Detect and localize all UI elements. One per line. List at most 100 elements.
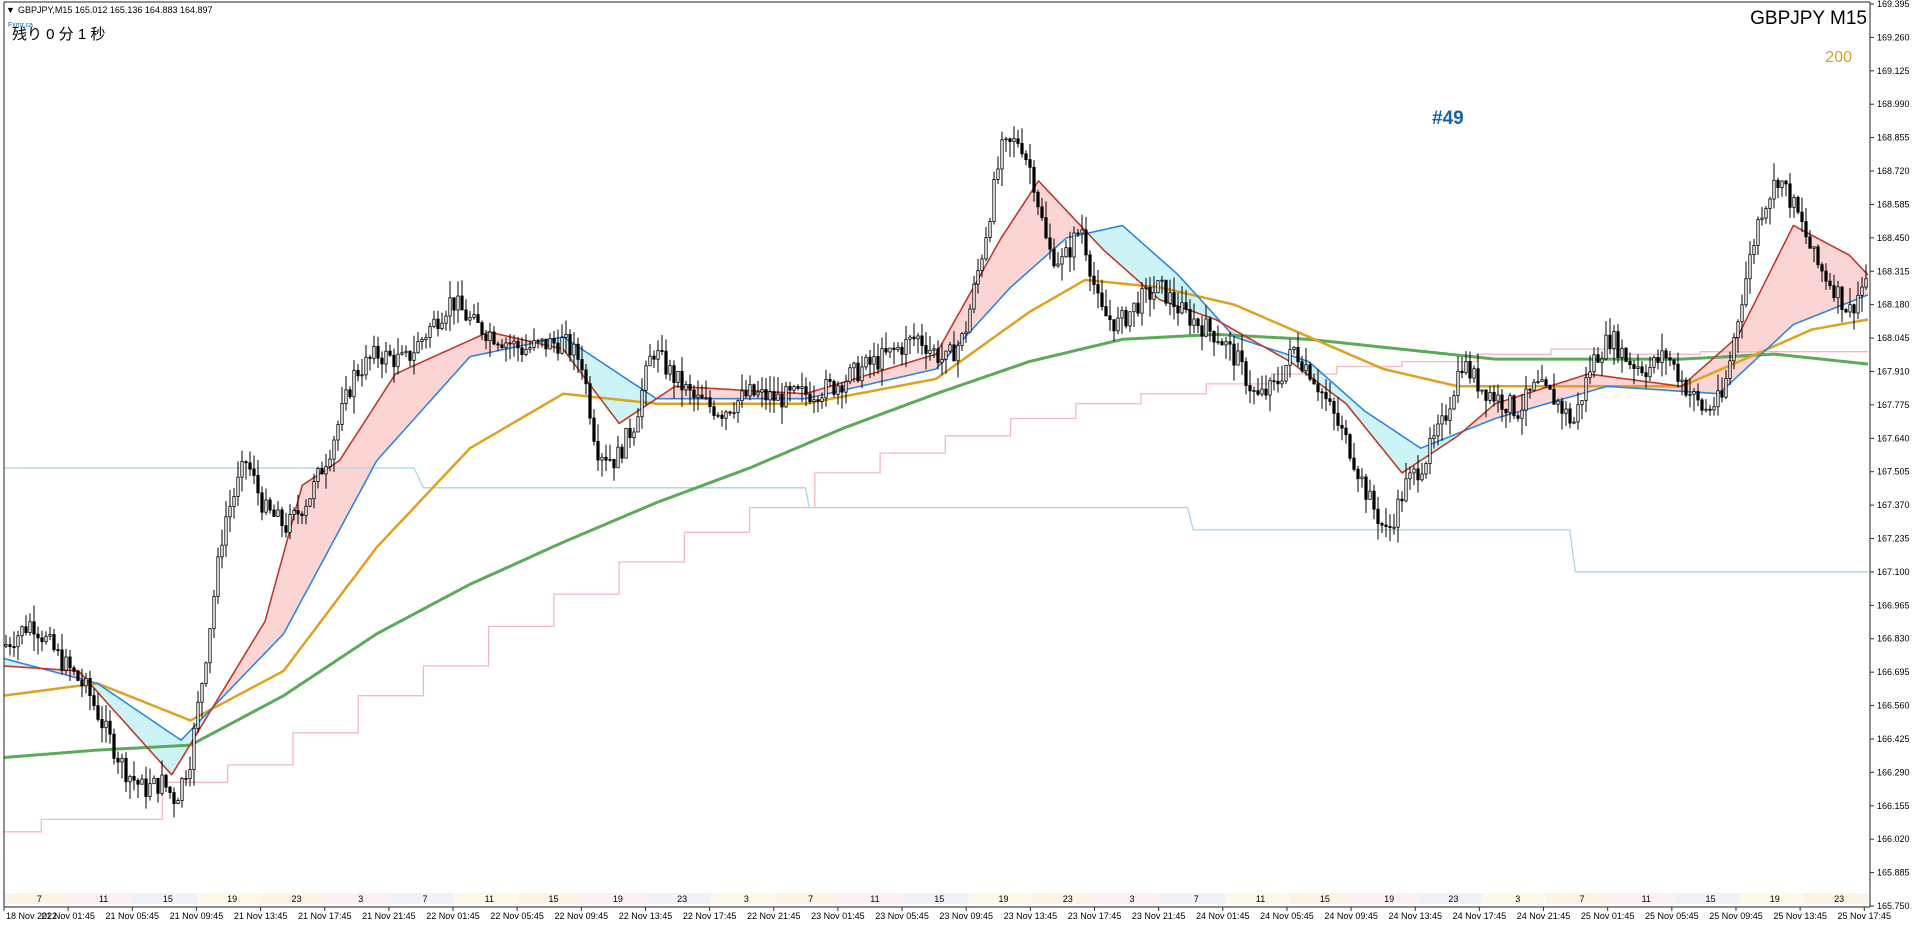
hour-strip-label: 15 [1706, 894, 1716, 904]
candle-body [1400, 498, 1404, 502]
candle-body [204, 662, 208, 685]
candle-body [1832, 285, 1836, 299]
x-tick-label: 22 Nov 09:45 [555, 911, 609, 921]
candle-body [1844, 309, 1848, 313]
x-tick-label: 24 Nov 21:45 [1517, 911, 1571, 921]
candle-body [24, 626, 28, 633]
candle-body [1008, 138, 1012, 142]
candle-body [1432, 435, 1436, 439]
candle-body [972, 283, 976, 310]
hour-strip-label: 7 [37, 894, 42, 904]
candle-body [1116, 317, 1120, 332]
x-tick-label: 24 Nov 17:45 [1453, 911, 1507, 921]
candle-body [1016, 138, 1020, 144]
hour-strip-segment [775, 893, 840, 904]
candle-body [264, 499, 268, 513]
hour-strip-segment [1418, 893, 1483, 904]
candle-body [1372, 490, 1376, 510]
candle-body [916, 335, 920, 340]
ema-fill-segment [333, 460, 340, 542]
hour-strip-segment [1803, 893, 1868, 904]
hour-strip-segment [968, 893, 1033, 904]
candle-body [1148, 286, 1152, 300]
ema-fill-segment [1538, 387, 1546, 407]
candle-body [720, 414, 724, 419]
ema-fill-segment [631, 381, 639, 416]
candle-body [1828, 280, 1832, 287]
candle-body [1352, 457, 1356, 470]
candle-body [900, 346, 904, 355]
candle-body [896, 346, 900, 350]
candle-body [576, 343, 580, 360]
hour-strip-label: 19 [1770, 894, 1780, 904]
candle-body [872, 356, 876, 365]
hour-strip-segment [839, 893, 904, 904]
candle-body [1688, 393, 1692, 396]
candle-body [1524, 388, 1528, 411]
chart-collapse-icon[interactable]: ▼ [6, 5, 15, 15]
ema-fill-segment [705, 387, 713, 399]
candle-body [1344, 427, 1348, 436]
candle-body [408, 350, 412, 361]
candle-body [756, 391, 760, 396]
candle-body [1000, 139, 1004, 170]
candle-body [280, 509, 284, 527]
candle-body [580, 359, 584, 371]
candle-body [352, 369, 356, 398]
candle-body [560, 337, 564, 354]
candle-body [992, 179, 996, 222]
y-tick-label: 167.505 [1877, 467, 1910, 477]
candle-body [952, 344, 956, 362]
candle-body [764, 389, 768, 401]
hour-strip-label: 15 [1320, 894, 1330, 904]
candle-body [192, 727, 196, 770]
candle-body [1604, 334, 1608, 360]
candle-body [1836, 286, 1840, 299]
hour-strip-label: 19 [227, 894, 237, 904]
hour-strip-label: 7 [808, 894, 813, 904]
candle-body [1792, 196, 1796, 208]
candle-body [168, 786, 172, 793]
candle-body [1268, 380, 1272, 396]
candle-body [1132, 302, 1136, 313]
x-tick-label: 22 Nov 21:45 [747, 911, 801, 921]
candle-body [544, 338, 548, 350]
candle-body [452, 297, 456, 311]
candle-body [1508, 395, 1512, 414]
ema-fill-segment [1053, 196, 1061, 250]
step-line-upper [4, 467, 1868, 573]
candle-body [1312, 378, 1316, 385]
candle-body [1180, 302, 1184, 314]
candle-body [628, 427, 632, 438]
candle-body [108, 720, 112, 735]
ema-fill-segment [674, 386, 682, 399]
step-lines [4, 348, 1868, 833]
candle-body [620, 446, 624, 459]
candle-body [1636, 366, 1640, 369]
ema-fill-segment [420, 359, 427, 413]
candle-body [212, 596, 216, 630]
candle-body [784, 386, 788, 408]
y-tick-label: 166.290 [1877, 767, 1910, 777]
candle-body [1736, 321, 1740, 338]
candle-body [548, 338, 552, 350]
candle-body [244, 461, 248, 464]
candle-body [64, 656, 68, 671]
candle-body [1108, 315, 1112, 321]
x-tick-label: 23 Nov 09:45 [939, 911, 993, 921]
candle-body [1656, 357, 1660, 363]
candle-body [704, 397, 708, 400]
x-tick-label: 21 Nov 13:45 [234, 911, 288, 921]
candle-body [344, 389, 348, 404]
x-tick-label: 23 Nov 13:45 [1004, 911, 1058, 921]
candle-body [1560, 400, 1564, 414]
candle-body [120, 757, 124, 763]
candle-body [1816, 246, 1820, 266]
candle-body [1160, 279, 1164, 282]
hour-strip-label: 15 [549, 894, 559, 904]
candle-body [392, 354, 396, 368]
candle-body [376, 345, 380, 359]
candle-body [1704, 408, 1708, 411]
